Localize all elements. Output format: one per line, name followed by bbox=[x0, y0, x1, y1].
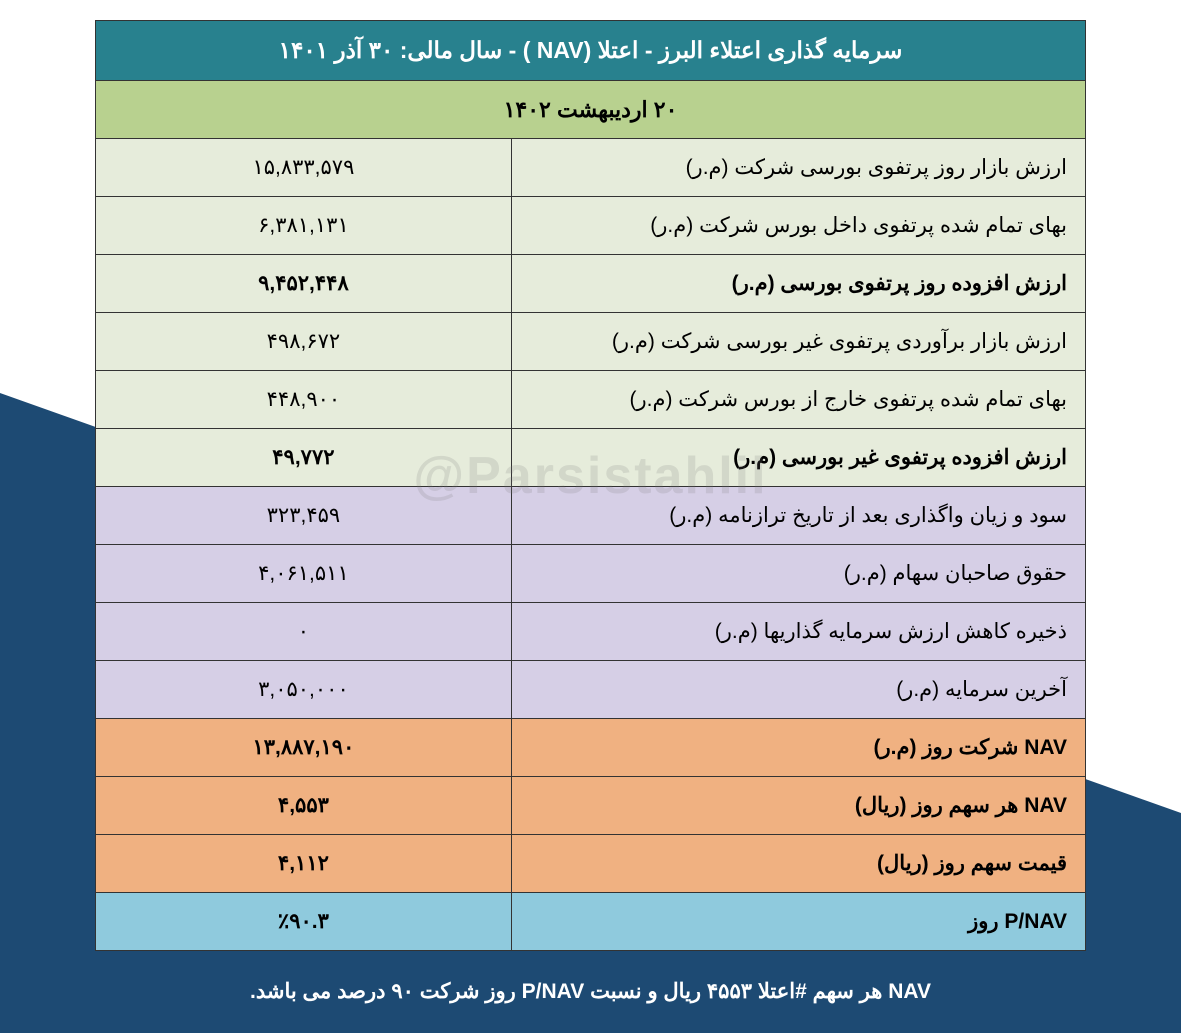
table-date-row: ۲۰ اردیبهشت ۱۴۰۲ bbox=[96, 81, 1086, 139]
row-label: قیمت سهم روز (ریال) bbox=[511, 835, 1085, 893]
row-value: ۳,۰۵۰,۰۰۰ bbox=[96, 661, 512, 719]
footer-summary: NAV هر سهم #اعتلا ۴۵۵۳ ریال و نسبت P/NAV… bbox=[0, 979, 1181, 1004]
row-label: آخرین سرمایه (م.ر) bbox=[511, 661, 1085, 719]
table-title: سرمایه گذاری اعتلاء البرز - اعتلا (NAV )… bbox=[96, 21, 1086, 81]
row-label: ارزش افزوده روز پرتفوی بورسی (م.ر) bbox=[511, 255, 1085, 313]
row-value: ٪۹۰.۳ bbox=[96, 893, 512, 951]
row-value: ۴۹,۷۷۲ bbox=[96, 429, 512, 487]
row-value: ۹,۴۵۲,۴۴۸ bbox=[96, 255, 512, 313]
nav-table: سرمایه گذاری اعتلاء البرز - اعتلا (NAV )… bbox=[95, 20, 1086, 951]
row-label: حقوق صاحبان سهام (م.ر) bbox=[511, 545, 1085, 603]
row-label: سود و زیان واگذاری بعد از تاریخ ترازنامه… bbox=[511, 487, 1085, 545]
table-row: سود و زیان واگذاری بعد از تاریخ ترازنامه… bbox=[96, 487, 1086, 545]
table-date: ۲۰ اردیبهشت ۱۴۰۲ bbox=[96, 81, 1086, 139]
row-label: بهای تمام شده پرتفوی داخل بورس شرکت (م.ر… bbox=[511, 197, 1085, 255]
row-label: P/NAV روز bbox=[511, 893, 1085, 951]
row-label: ارزش بازار برآوردی پرتفوی غیر بورسی شرکت… bbox=[511, 313, 1085, 371]
table-row: NAV شرکت روز (م.ر)۱۳,۸۸۷,۱۹۰ bbox=[96, 719, 1086, 777]
row-label: بهای تمام شده پرتفوی خارج از بورس شرکت (… bbox=[511, 371, 1085, 429]
row-value: ۶,۳۸۱,۱۳۱ bbox=[96, 197, 512, 255]
table-row: بهای تمام شده پرتفوی داخل بورس شرکت (م.ر… bbox=[96, 197, 1086, 255]
table-row: NAV هر سهم روز (ریال)۴,۵۵۳ bbox=[96, 777, 1086, 835]
row-value: ۴,۵۵۳ bbox=[96, 777, 512, 835]
row-value: ۴,۱۱۲ bbox=[96, 835, 512, 893]
table-row: آخرین سرمایه (م.ر)۳,۰۵۰,۰۰۰ bbox=[96, 661, 1086, 719]
table-row: ذخیره کاهش ارزش سرمایه گذاریها (م.ر)۰ bbox=[96, 603, 1086, 661]
table-row: ارزش بازار روز پرتفوی بورسی شرکت (م.ر)۱۵… bbox=[96, 139, 1086, 197]
row-value: ۴,۰۶۱,۵۱۱ bbox=[96, 545, 512, 603]
table-row: قیمت سهم روز (ریال)۴,۱۱۲ bbox=[96, 835, 1086, 893]
row-label: ارزش افزوده پرتفوی غیر بورسی (م.ر) bbox=[511, 429, 1085, 487]
row-value: ۰ bbox=[96, 603, 512, 661]
row-value: ۳۲۳,۴۵۹ bbox=[96, 487, 512, 545]
row-value: ۴۴۸,۹۰۰ bbox=[96, 371, 512, 429]
table-row: ارزش افزوده روز پرتفوی بورسی (م.ر)۹,۴۵۲,… bbox=[96, 255, 1086, 313]
row-value: ۱۵,۸۳۳,۵۷۹ bbox=[96, 139, 512, 197]
row-label: ذخیره کاهش ارزش سرمایه گذاریها (م.ر) bbox=[511, 603, 1085, 661]
table-row: P/NAV روز٪۹۰.۳ bbox=[96, 893, 1086, 951]
row-label: ارزش بازار روز پرتفوی بورسی شرکت (م.ر) bbox=[511, 139, 1085, 197]
table-title-row: سرمایه گذاری اعتلاء البرز - اعتلا (NAV )… bbox=[96, 21, 1086, 81]
table-row: بهای تمام شده پرتفوی خارج از بورس شرکت (… bbox=[96, 371, 1086, 429]
table-row: ارزش افزوده پرتفوی غیر بورسی (م.ر)۴۹,۷۷۲ bbox=[96, 429, 1086, 487]
table-container: @Parsistahlil سرمایه گذاری اعتلاء البرز … bbox=[0, 0, 1181, 951]
table-row: حقوق صاحبان سهام (م.ر)۴,۰۶۱,۵۱۱ bbox=[96, 545, 1086, 603]
row-value: ۱۳,۸۸۷,۱۹۰ bbox=[96, 719, 512, 777]
row-label: NAV شرکت روز (م.ر) bbox=[511, 719, 1085, 777]
row-label: NAV هر سهم روز (ریال) bbox=[511, 777, 1085, 835]
row-value: ۴۹۸,۶۷۲ bbox=[96, 313, 512, 371]
table-row: ارزش بازار برآوردی پرتفوی غیر بورسی شرکت… bbox=[96, 313, 1086, 371]
